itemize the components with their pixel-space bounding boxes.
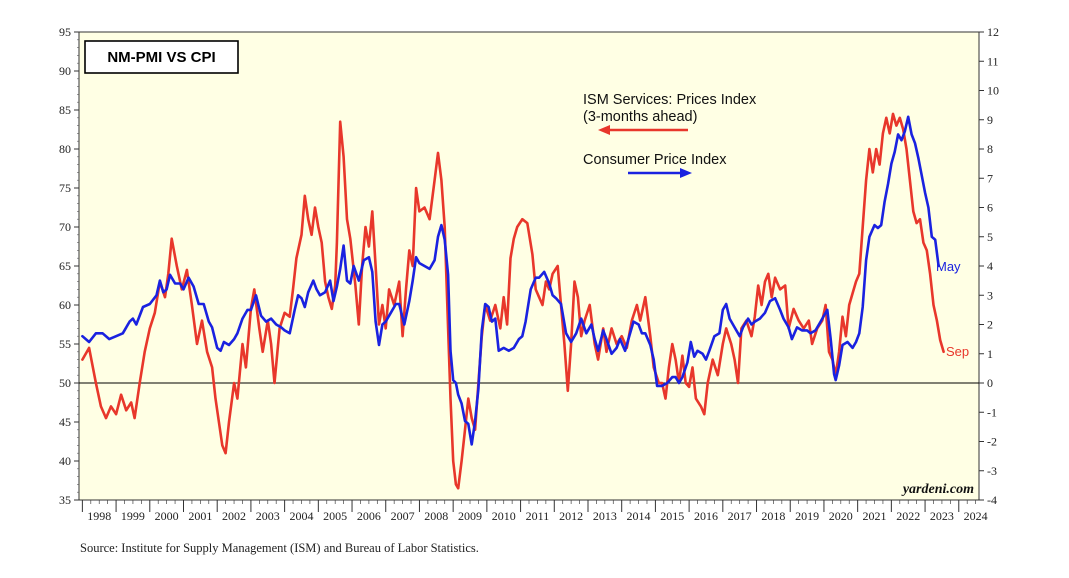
x-tick-label: 2009 <box>458 509 482 523</box>
right-tick-label: 8 <box>987 142 993 156</box>
x-tick-label: 2005 <box>323 509 347 523</box>
legend-arrow-right-icon <box>628 168 692 178</box>
legend-label-ism: ISM Services: Prices Index <box>583 92 757 108</box>
right-tick-label: 1 <box>987 347 993 361</box>
watermark: yardeni.com <box>901 482 974 497</box>
x-tick-label: 2018 <box>761 509 785 523</box>
left-tick-label: 65 <box>59 259 71 273</box>
right-tick-label: 4 <box>987 259 993 273</box>
x-tick-label: 2017 <box>728 509 752 523</box>
x-tick-label: 2024 <box>964 509 988 523</box>
left-tick-label: 95 <box>59 25 71 39</box>
x-tick-label: 2006 <box>357 509 381 523</box>
x-axis: 1998 1999 2000 2001 2002 2003 2004 2005 2006 2007… <box>81 500 988 523</box>
x-tick-label: 2010 <box>492 509 516 523</box>
left-y-axis: 35 40 45 50 55 60 65 70 75 80 85 90 95 <box>59 25 79 507</box>
x-tick-label: 2021 <box>863 509 887 523</box>
series-end-label-ism: Sep <box>946 344 969 359</box>
x-tick-label: 2022 <box>896 509 920 523</box>
x-tick-label: 2023 <box>930 509 954 523</box>
right-tick-label: 3 <box>987 288 993 302</box>
right-tick-label: 9 <box>987 113 993 127</box>
x-tick-label: 2001 <box>188 509 212 523</box>
legend-label-ism-line2: (3-months ahead) <box>583 109 697 125</box>
x-tick-label: 2002 <box>222 509 246 523</box>
left-tick-label: 55 <box>59 337 71 351</box>
right-tick-label: -3 <box>987 464 997 478</box>
right-tick-label: 2 <box>987 318 993 332</box>
chart-title-box: NM-PMI VS CPI <box>84 40 239 74</box>
legend-label-cpi: Consumer Price Index <box>583 152 727 168</box>
left-tick-label: 70 <box>59 220 71 234</box>
right-tick-label: 12 <box>987 25 999 39</box>
left-tick-label: 35 <box>59 493 71 507</box>
right-tick-label: 6 <box>987 201 993 215</box>
left-tick-label: 85 <box>59 103 71 117</box>
x-tick-label: 1999 <box>121 509 145 523</box>
x-tick-label: 2019 <box>795 509 819 523</box>
plot-area <box>78 31 980 501</box>
right-tick-label: 5 <box>987 230 993 244</box>
left-tick-label: 75 <box>59 181 71 195</box>
right-tick-label: 0 <box>987 376 993 390</box>
x-tick-label: 1998 <box>87 509 111 523</box>
legend-arrow-left-icon <box>598 125 688 135</box>
x-tick-label: 2011 <box>526 509 550 523</box>
x-tick-label: 2015 <box>660 509 684 523</box>
left-tick-label: 80 <box>59 142 71 156</box>
x-tick-label: 2012 <box>559 509 583 523</box>
series-layer <box>81 112 945 490</box>
x-tick-label: 2007 <box>391 509 415 523</box>
left-tick-label: 50 <box>59 376 71 390</box>
x-tick-label: 2004 <box>289 509 313 523</box>
series-line-cpi <box>81 115 940 446</box>
left-tick-label: 40 <box>59 454 71 468</box>
right-tick-label: 7 <box>987 171 993 185</box>
left-tick-label: 45 <box>59 415 71 429</box>
left-tick-label: 60 <box>59 298 71 312</box>
x-tick-label: 2020 <box>829 509 853 523</box>
source-note: Source: Institute for Supply Management … <box>80 541 479 555</box>
series-end-label-cpi: May <box>936 259 961 274</box>
x-tick-label: 2013 <box>593 509 617 523</box>
x-tick-label: 2000 <box>155 509 179 523</box>
x-tick-label: 2016 <box>694 509 718 523</box>
x-tick-label: 2003 <box>256 509 280 523</box>
right-tick-label: -4 <box>987 493 997 507</box>
right-tick-label: 11 <box>987 54 999 68</box>
legend: ISM Services: Prices Index (3-months ahe… <box>583 92 757 178</box>
right-tick-label: 10 <box>987 84 999 98</box>
x-tick-label: 2014 <box>627 509 651 523</box>
left-tick-label: 90 <box>59 64 71 78</box>
right-tick-label: -2 <box>987 435 997 449</box>
chart-title: NM-PMI VS CPI <box>107 49 215 66</box>
x-tick-label: 2008 <box>424 509 448 523</box>
right-tick-label: -1 <box>987 405 997 419</box>
